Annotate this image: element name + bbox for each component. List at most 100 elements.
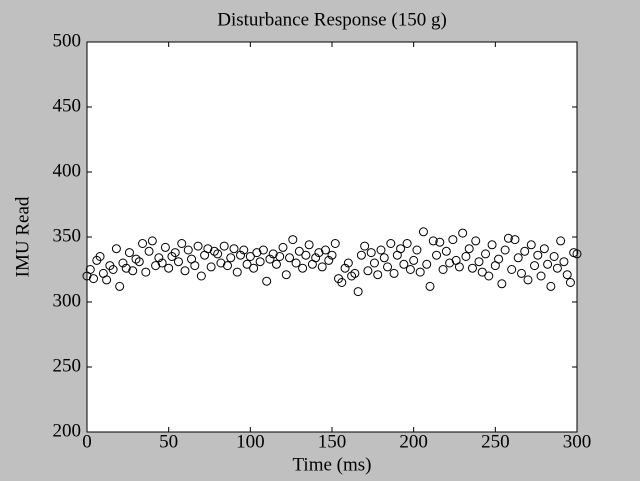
point (252, 248, 262, 258)
point (320, 245, 330, 255)
point (222, 261, 232, 271)
point (422, 259, 432, 269)
point (170, 248, 180, 258)
point (565, 278, 575, 287)
point (271, 259, 281, 269)
point (154, 253, 164, 263)
y-tick-label: 250 (53, 355, 82, 376)
point (193, 241, 203, 251)
y-tick-label: 350 (53, 225, 82, 246)
point (262, 276, 272, 286)
point (402, 239, 412, 248)
x-tick-label: 300 (563, 431, 592, 452)
point (281, 270, 291, 280)
x-tick-label: 50 (159, 431, 178, 452)
point (471, 236, 481, 246)
point (95, 252, 105, 261)
point (294, 246, 304, 256)
point (418, 227, 428, 237)
point (487, 240, 497, 250)
point (278, 242, 288, 252)
point (226, 253, 236, 263)
point (461, 252, 471, 261)
point (164, 263, 174, 273)
point (108, 265, 118, 274)
point (376, 245, 386, 255)
point (356, 250, 366, 260)
point (343, 258, 353, 268)
point (209, 246, 219, 256)
point (477, 267, 487, 277)
point (301, 250, 311, 260)
point (190, 261, 200, 271)
x-tick-label: 200 (399, 431, 428, 452)
point (559, 257, 569, 267)
point (503, 233, 513, 243)
point (500, 245, 510, 255)
point (373, 270, 383, 280)
point (379, 253, 389, 263)
point (85, 265, 95, 274)
point (363, 266, 373, 276)
point (428, 236, 438, 246)
point (157, 258, 167, 268)
point (494, 254, 504, 264)
y-axis-label: IMU Read (12, 196, 33, 277)
point (258, 245, 268, 255)
point (249, 263, 259, 273)
point (134, 257, 144, 267)
point (311, 253, 321, 263)
point (552, 263, 562, 273)
y-tick-label: 500 (53, 30, 82, 51)
point (124, 248, 134, 258)
point (366, 248, 376, 258)
point (203, 244, 213, 254)
point (89, 274, 99, 284)
point (425, 281, 435, 291)
point (173, 257, 183, 267)
point (268, 249, 278, 259)
plot-area (86, 41, 578, 433)
point (141, 267, 151, 277)
point (507, 265, 517, 274)
point (177, 239, 187, 248)
point (183, 245, 193, 255)
point (304, 240, 314, 250)
point (360, 241, 370, 251)
point (523, 275, 533, 285)
point (239, 245, 249, 255)
point (448, 235, 458, 245)
point (409, 255, 419, 265)
point (435, 237, 445, 247)
x-tick-label: 250 (481, 431, 510, 452)
point (520, 246, 530, 256)
point (350, 268, 360, 278)
point (340, 263, 350, 273)
point (138, 239, 148, 248)
point (533, 250, 543, 260)
point (530, 261, 540, 271)
point (396, 244, 406, 254)
x-axis-label: Time (ms) (292, 454, 371, 475)
point (324, 255, 334, 265)
point (255, 257, 265, 267)
point (314, 248, 324, 258)
point (265, 254, 275, 264)
point (147, 236, 157, 246)
point (484, 271, 494, 281)
point (102, 275, 112, 285)
point (513, 253, 523, 263)
point (128, 266, 138, 276)
point (467, 263, 477, 273)
point (196, 271, 206, 281)
point (539, 244, 549, 254)
point (510, 235, 520, 245)
point (353, 287, 363, 297)
point (131, 254, 141, 264)
point (386, 239, 396, 248)
point (516, 268, 526, 278)
point (497, 279, 507, 289)
point (412, 245, 422, 255)
